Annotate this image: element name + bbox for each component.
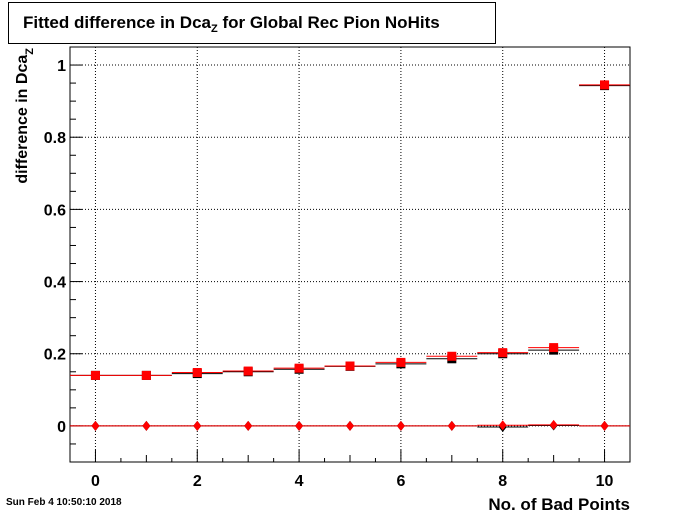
timestamp: Sun Feb 4 10:50:10 2018 [6, 497, 122, 508]
data-point [91, 420, 100, 431]
chart-title-main: Fitted difference in Dca [23, 13, 211, 32]
y-tick-label: 0.2 [44, 347, 66, 364]
data-point [244, 420, 253, 431]
x-tick-label: 10 [596, 473, 614, 490]
chart-title-tail: for Global Rec Pion NoHits [217, 13, 440, 32]
series-layer [70, 80, 630, 432]
data-point [549, 343, 559, 353]
y-axis-label: difference in DcaZ [14, 48, 36, 184]
data-point [447, 351, 457, 361]
data-point [294, 363, 304, 373]
data-point [549, 419, 558, 430]
y-tick-label: 1 [57, 58, 66, 75]
axes-layer [69, 46, 631, 463]
x-tick-label: 0 [91, 473, 100, 490]
x-tick-label: 8 [498, 473, 507, 490]
data-point [192, 368, 202, 378]
series-1 [70, 80, 630, 380]
x-axis-label: No. of Bad Points [488, 495, 630, 514]
y-tick-label: 0.4 [44, 275, 66, 292]
data-point [396, 357, 406, 367]
y-tick-label: 0 [57, 419, 66, 436]
x-tick-label: 4 [295, 473, 304, 490]
data-point [498, 348, 508, 358]
data-point [141, 370, 151, 380]
data-point [600, 420, 609, 431]
chart-title-subscript: Z [210, 23, 218, 35]
data-point [193, 420, 202, 431]
data-point [142, 420, 151, 431]
y-axis-label-subscript: Z [24, 48, 36, 55]
data-point [396, 420, 405, 431]
y-tick-label: 0.6 [44, 202, 66, 219]
data-point [243, 366, 253, 376]
data-point [90, 370, 100, 380]
data-point [345, 361, 355, 371]
y-tick-label: 0.8 [44, 130, 66, 147]
grid-layer [70, 47, 630, 462]
series-0 [70, 81, 630, 380]
y-axis-label-main: difference in Dca [14, 55, 31, 184]
data-point [498, 420, 507, 431]
data-point [295, 420, 304, 431]
data-point [600, 80, 610, 90]
data-point [346, 420, 354, 431]
labels-layer: 0 2 4 6 8 10 0 0.2 0.4 0.6 0.8 1 No. of Bad Points di… [14, 48, 630, 514]
x-tick-label: 6 [396, 473, 405, 490]
chart-title: Fitted difference in Dca Z for Global Rec… [8, 2, 496, 44]
data-point [447, 420, 456, 431]
x-tick-label: 2 [193, 473, 202, 490]
plot-frame [69, 46, 631, 463]
series-3 [70, 419, 630, 431]
